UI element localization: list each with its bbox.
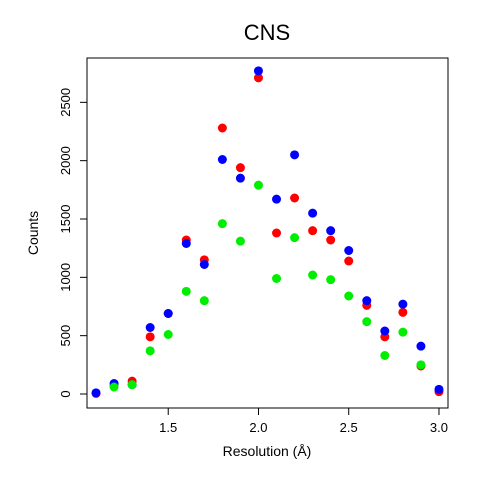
y-tick-label: 2000 [58, 146, 73, 175]
data-point-series-2 [434, 384, 444, 394]
data-point-series-1 [344, 256, 354, 266]
data-point-series-2 [91, 388, 101, 398]
data-point-series-1 [217, 123, 227, 133]
plot-frame [86, 57, 449, 409]
x-tick-label: 3.0 [430, 420, 448, 435]
data-point-series-1 [272, 228, 282, 238]
data-point-series-2 [380, 326, 390, 336]
data-point-series-3 [127, 380, 137, 390]
data-point-series-2 [362, 296, 372, 306]
data-point-series-3 [163, 330, 173, 339]
data-point-series-1 [308, 226, 318, 236]
data-point-series-2 [217, 155, 227, 164]
data-point-series-3 [199, 296, 209, 306]
data-point-series-1 [290, 193, 300, 203]
data-point-series-3 [235, 236, 245, 246]
y-tick-label: 0 [58, 390, 73, 397]
data-point-series-3 [398, 327, 408, 337]
data-point-series-1 [145, 332, 155, 342]
data-point-series-2 [199, 260, 209, 269]
data-point-series-2 [344, 246, 354, 255]
data-point-series-2 [416, 341, 426, 351]
data-point-series-2 [181, 239, 191, 248]
data-point-series-3 [362, 317, 372, 327]
data-point-series-3 [290, 233, 300, 243]
y-axis: 0 500 1000 1500 2000 2500 [58, 88, 87, 398]
y-tick-label: 2500 [58, 88, 73, 117]
x-tick-label: 2.0 [249, 420, 267, 435]
y-tick-label: 1500 [58, 205, 73, 234]
x-axis-label: Resolution (Å) [223, 443, 312, 459]
data-point-series-2 [326, 226, 336, 236]
data-point-series-1 [326, 235, 336, 245]
y-tick-label: 1000 [58, 263, 73, 292]
data-point-series-2 [145, 323, 155, 332]
data-point-series-1 [398, 307, 408, 317]
data-point-series-3 [109, 382, 119, 392]
y-axis-label: Counts [25, 211, 41, 255]
data-point-series-3 [217, 219, 227, 229]
data-point-series-2 [235, 173, 245, 183]
x-tick-label: 1.5 [159, 420, 177, 435]
data-point-series-2 [253, 66, 263, 76]
data-point-series-2 [290, 150, 300, 160]
data-points [91, 66, 444, 398]
chart-title: CNS [244, 20, 290, 45]
data-point-series-3 [416, 360, 426, 370]
data-point-series-2 [163, 309, 173, 318]
y-tick-label: 500 [58, 325, 73, 347]
data-point-series-2 [272, 194, 282, 204]
data-point-series-3 [253, 180, 263, 190]
data-point-series-3 [326, 275, 336, 285]
data-point-series-2 [308, 208, 318, 218]
data-point-series-3 [380, 351, 390, 360]
data-point-series-3 [181, 286, 191, 296]
data-point-series-1 [253, 73, 263, 83]
data-point-series-3 [308, 270, 318, 280]
data-point-series-3 [145, 346, 155, 356]
data-point-series-1 [235, 163, 245, 173]
data-point-series-3 [272, 274, 282, 283]
data-point-series-2 [398, 299, 408, 309]
x-axis: 1.5 2.0 2.5 3.0 [159, 408, 448, 435]
x-tick-label: 2.5 [340, 420, 358, 435]
data-point-series-3 [344, 291, 354, 301]
